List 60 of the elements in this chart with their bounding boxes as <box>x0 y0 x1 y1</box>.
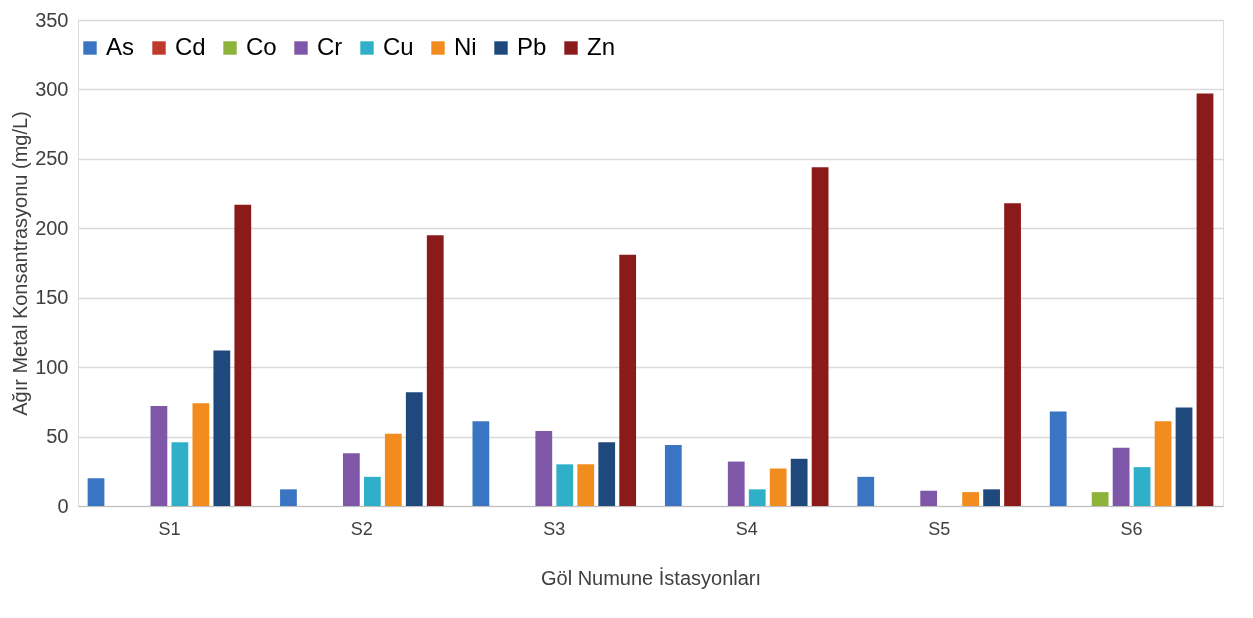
bar <box>1091 492 1109 506</box>
bar <box>748 489 766 506</box>
bar <box>1196 93 1214 506</box>
y-tick-label: 50 <box>46 425 69 448</box>
bar <box>1004 203 1021 506</box>
bar <box>962 492 979 506</box>
legend-label: Cd <box>175 33 206 60</box>
y-tick-label: 200 <box>35 216 69 239</box>
y-tick-label: 250 <box>35 147 69 170</box>
legend-label: Zn <box>587 33 616 60</box>
bar <box>556 464 574 506</box>
bar <box>342 453 360 506</box>
x-axis-title: Göl Numune İstasyonları <box>540 566 762 589</box>
bar <box>213 350 231 506</box>
bar <box>472 421 490 506</box>
bar <box>983 489 1000 506</box>
x-tick-label: S2 <box>350 518 373 539</box>
x-tick-label: S1 <box>158 518 181 539</box>
bar <box>384 433 402 506</box>
legend-label: Cr <box>317 33 343 60</box>
legend-label: Ni <box>454 33 477 60</box>
legend-label: Co <box>246 33 277 60</box>
bar <box>619 254 637 506</box>
bar <box>1049 411 1067 506</box>
legend-label: Pb <box>517 33 547 60</box>
bar <box>1175 407 1193 506</box>
bar <box>1112 447 1130 506</box>
bar <box>426 235 444 506</box>
bar <box>1154 421 1172 506</box>
bar <box>727 461 745 506</box>
y-tick-label: 150 <box>35 286 69 309</box>
bar <box>577 464 595 506</box>
x-tick-label: S3 <box>543 518 566 539</box>
legend-label: Cu <box>383 33 414 60</box>
y-tick-label: 0 <box>57 494 69 517</box>
bar <box>150 406 168 506</box>
bar <box>87 478 105 506</box>
bar <box>363 476 381 506</box>
bar <box>664 444 682 506</box>
bar <box>234 204 252 506</box>
bar <box>280 489 297 506</box>
bar <box>920 490 938 506</box>
x-tick-label: S6 <box>1120 518 1143 539</box>
x-tick-label: S5 <box>928 518 951 539</box>
bar <box>857 476 875 506</box>
bar <box>405 392 423 506</box>
bar <box>192 403 210 506</box>
y-tick-label: 350 <box>35 8 69 31</box>
y-tick-label: 100 <box>35 355 69 378</box>
bar <box>598 442 616 506</box>
x-tick-label: S4 <box>735 518 758 539</box>
bar <box>1133 467 1151 506</box>
legend-label: As <box>106 33 135 60</box>
y-tick-label: 300 <box>35 77 69 100</box>
bar <box>811 167 829 506</box>
bar <box>171 442 189 506</box>
bar <box>790 458 808 506</box>
bar <box>769 468 787 506</box>
y-axis-title: Ağır Metal Konsantrasyonu (mg/L) <box>9 111 32 416</box>
bar <box>535 431 553 506</box>
